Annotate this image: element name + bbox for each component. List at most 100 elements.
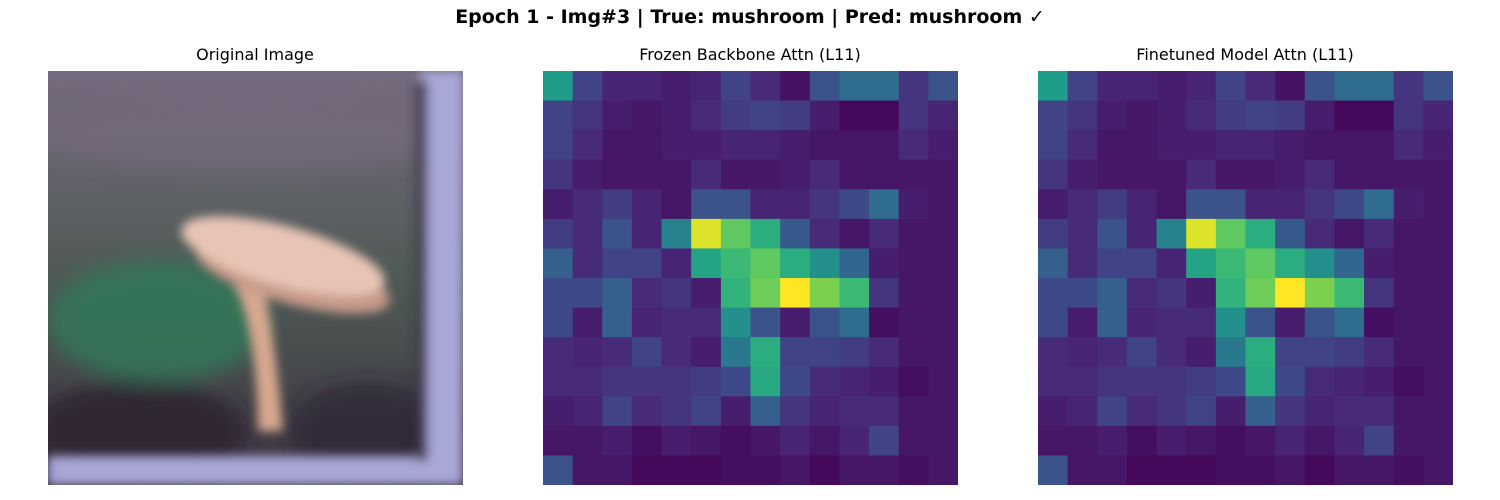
mushroom-cap — [181, 216, 385, 296]
heatmap-cell-r3-c0 — [1038, 159, 1069, 190]
heatmap-cell-r11-c0 — [543, 396, 574, 427]
heatmap-cell-r11-c9 — [809, 396, 841, 427]
heatmap-cell-r6-c3 — [631, 248, 663, 279]
heatmap-cell-r6-c12 — [1393, 248, 1424, 279]
heatmap-cell-r1-c6 — [720, 100, 752, 131]
heatmap-cell-r13-c6 — [1215, 455, 1247, 485]
heatmap-cell-r10-c5 — [1186, 366, 1217, 397]
heatmap-cell-r0-c1 — [572, 71, 603, 102]
heatmap-cell-r7-c1 — [1067, 278, 1098, 309]
heatmap-cell-r3-c12 — [898, 159, 929, 190]
heatmap-cell-r5-c8 — [1275, 218, 1306, 250]
heatmap-cell-r5-c1 — [572, 218, 603, 250]
heatmap-cell-r8-c1 — [1067, 307, 1098, 338]
heatmap-cell-r2-c9 — [1304, 130, 1336, 161]
heatmap-cell-r11-c4 — [661, 396, 692, 427]
image-dark-patch — [48, 381, 248, 481]
heatmap-cell-r5-c9 — [1304, 218, 1336, 250]
heatmap-cell-r4-c10 — [839, 189, 870, 220]
heatmap-cell-r13-c8 — [780, 455, 811, 485]
heatmap-cell-r10-c2 — [602, 366, 633, 397]
heatmap-cell-r9-c2 — [602, 337, 633, 368]
heatmap-cell-r13-c4 — [661, 455, 692, 485]
heatmap-cell-r7-c10 — [839, 278, 870, 309]
heatmap-cell-r4-c11 — [1364, 189, 1395, 220]
heatmap-cell-r11-c12 — [1393, 396, 1424, 427]
heatmap-cell-r5-c5 — [1186, 218, 1217, 250]
heatmap-cell-r10-c8 — [1275, 366, 1306, 397]
heatmap-cell-r6-c9 — [1304, 248, 1336, 279]
heatmap-cell-r4-c5 — [1186, 189, 1217, 220]
heatmap-cell-r12-c3 — [1126, 425, 1158, 457]
heatmap-cell-r4-c1 — [572, 189, 603, 220]
heatmap-cell-r9-c7 — [1245, 337, 1276, 368]
heatmap-cell-r3-c2 — [1097, 159, 1128, 190]
heatmap-cell-r7-c3 — [631, 278, 663, 309]
frozen-attn-title: Frozen Backbone Attn (L11) — [639, 45, 861, 64]
heatmap-cell-r9-c1 — [1067, 337, 1098, 368]
heatmap-cell-r4-c5 — [691, 189, 722, 220]
heatmap-cell-r5-c2 — [1097, 218, 1128, 250]
heatmap-cell-r2-c0 — [1038, 130, 1069, 161]
heatmap-cell-r11-c0 — [1038, 396, 1069, 427]
heatmap-cell-r3-c0 — [543, 159, 574, 190]
heatmap-cell-r12-c11 — [869, 425, 900, 457]
heatmap-cell-r0-c10 — [1334, 71, 1365, 102]
heatmap-cell-r7-c0 — [1038, 278, 1069, 309]
heatmap-cell-r3-c5 — [691, 159, 722, 190]
heatmap-cell-r13-c0 — [1038, 455, 1069, 485]
heatmap-cell-r3-c8 — [780, 159, 811, 190]
heatmap-cell-r2-c2 — [1097, 130, 1128, 161]
heatmap-cell-r2-c10 — [839, 130, 870, 161]
heatmap-cell-r2-c3 — [631, 130, 663, 161]
heatmap-cell-r12-c7 — [750, 425, 781, 457]
heatmap-cell-r0-c5 — [691, 71, 722, 102]
heatmap-cell-r2-c6 — [720, 130, 752, 161]
heatmap-cell-r12-c13 — [1423, 425, 1453, 457]
heatmap-cell-r2-c0 — [543, 130, 574, 161]
heatmap-cell-r9-c9 — [809, 337, 841, 368]
heatmap-cell-r5-c7 — [750, 218, 781, 250]
heatmap-cell-r1-c3 — [631, 100, 663, 131]
heatmap-cell-r11-c5 — [691, 396, 722, 427]
heatmap-cell-r6-c4 — [1156, 248, 1187, 279]
heatmap-cell-r12-c12 — [1393, 425, 1424, 457]
heatmap-cell-r13-c12 — [898, 455, 929, 485]
heatmap-cell-r4-c9 — [1304, 189, 1336, 220]
heatmap-cell-r9-c4 — [661, 337, 692, 368]
heatmap-cell-r7-c9 — [1304, 278, 1336, 309]
heatmap-cell-r11-c11 — [1364, 396, 1395, 427]
heatmap-cell-r12-c5 — [1186, 425, 1217, 457]
heatmap-cell-r0-c8 — [780, 71, 811, 102]
heatmap-cell-r9-c10 — [1334, 337, 1365, 368]
heatmap-cell-r4-c4 — [661, 189, 692, 220]
heatmap-cell-r13-c8 — [1275, 455, 1306, 485]
heatmap-cell-r6-c10 — [1334, 248, 1365, 279]
heatmap-cell-r1-c8 — [1275, 100, 1306, 131]
heatmap-cell-r0-c3 — [1126, 71, 1158, 102]
heatmap-cell-r13-c12 — [1393, 455, 1424, 485]
heatmap-cell-r10-c8 — [780, 366, 811, 397]
heatmap-cell-r5-c8 — [780, 218, 811, 250]
heatmap-cell-r7-c10 — [1334, 278, 1365, 309]
heatmap-cell-r1-c8 — [780, 100, 811, 131]
heatmap-cell-r10-c5 — [691, 366, 722, 397]
heatmap-cell-r10-c9 — [1304, 366, 1336, 397]
heatmap-cell-r1-c2 — [602, 100, 633, 131]
heatmap-cell-r4-c2 — [1097, 189, 1128, 220]
heatmap-cell-r8-c6 — [720, 307, 752, 338]
heatmap-cell-r5-c2 — [602, 218, 633, 250]
heatmap-cell-r3-c3 — [631, 159, 663, 190]
heatmap-cell-r7-c4 — [661, 278, 692, 309]
heatmap-cell-r4-c3 — [631, 189, 663, 220]
heatmap-cell-r1-c7 — [750, 100, 781, 131]
heatmap-cell-r12-c8 — [1275, 425, 1306, 457]
heatmap-cell-r7-c12 — [898, 278, 929, 309]
heatmap-cell-r10-c1 — [1067, 366, 1098, 397]
heatmap-cell-r1-c1 — [1067, 100, 1098, 131]
heatmap-cell-r10-c0 — [1038, 366, 1069, 397]
heatmap-cell-r13-c9 — [809, 455, 841, 485]
heatmap-cell-r8-c7 — [750, 307, 781, 338]
figure-suptitle: Epoch 1 - Img#3 | True: mushroom | Pred:… — [455, 6, 1045, 28]
heatmap-cell-r6-c5 — [691, 248, 722, 279]
